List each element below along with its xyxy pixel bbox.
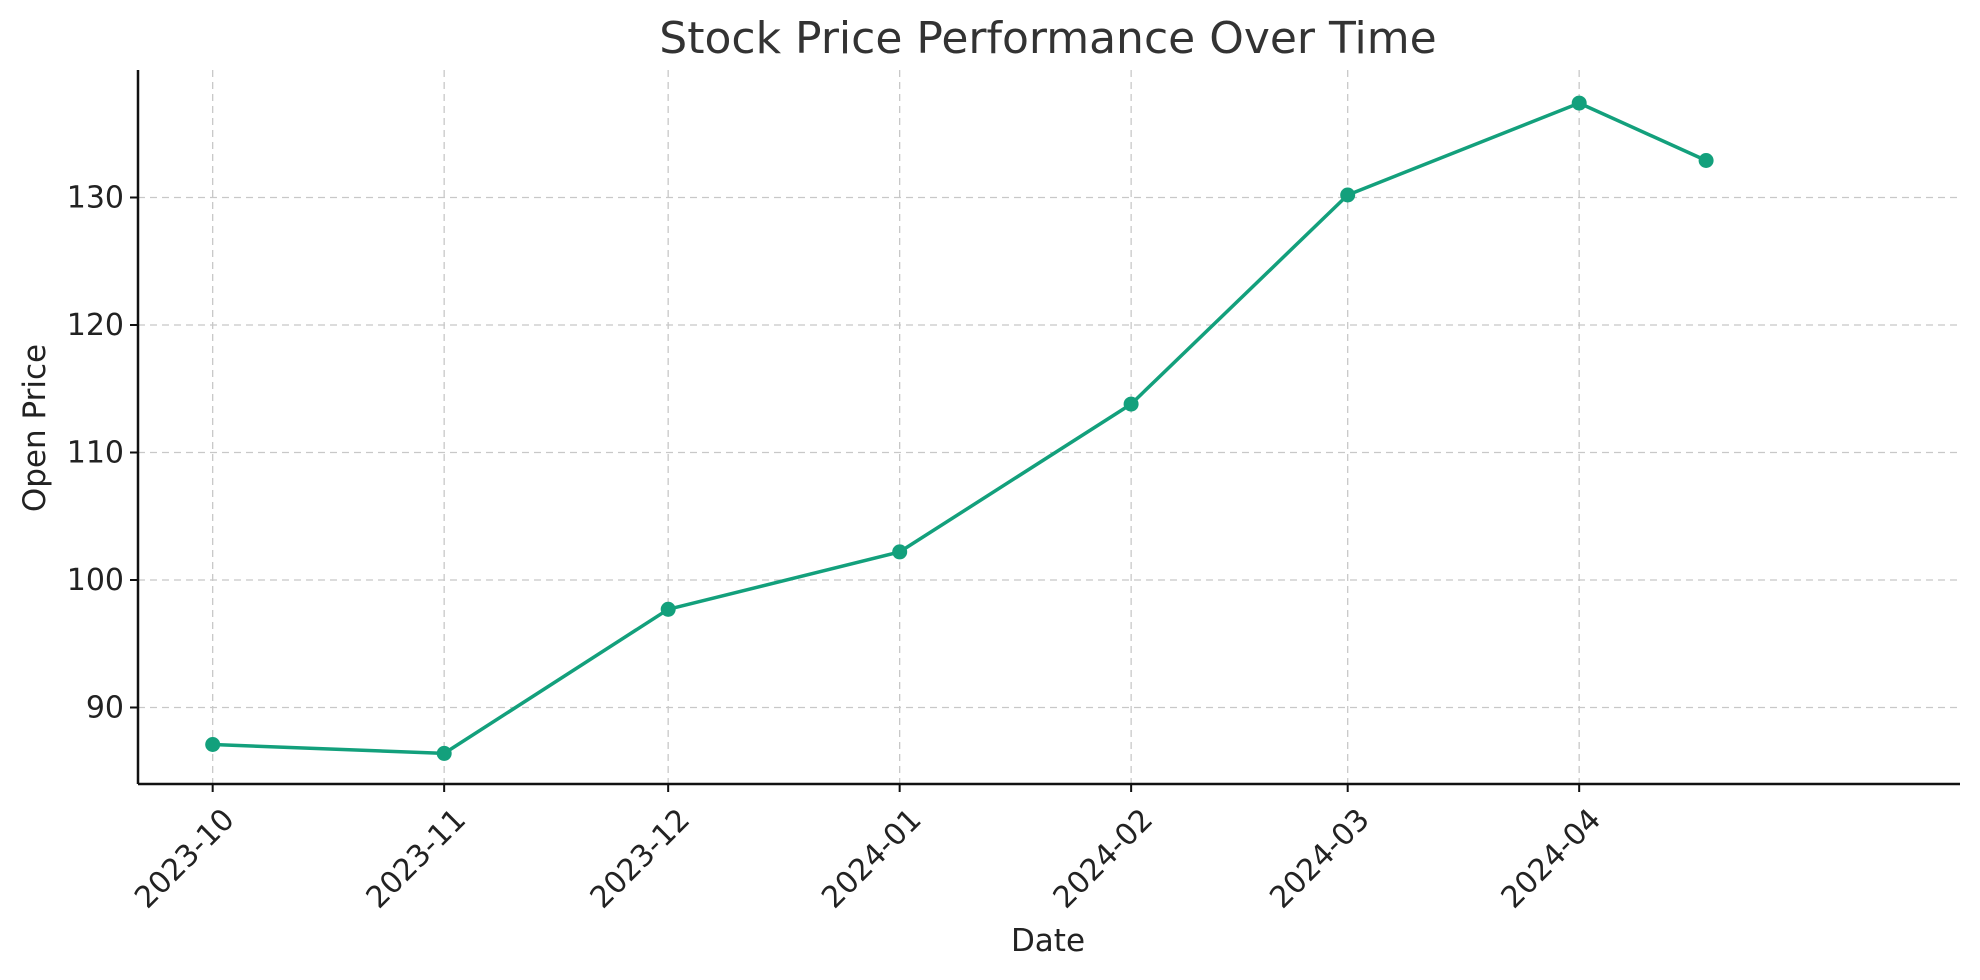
y-tick-label: 120 [67, 308, 124, 343]
x-tick-label: 2023-10 [128, 802, 241, 915]
data-point [1123, 396, 1139, 412]
data-point [660, 601, 676, 617]
data-point [1340, 187, 1356, 203]
x-tick-label: 2024-04 [1495, 802, 1608, 915]
tick-labels: 90 100 110 120 130 2023-10 2023-11 2023-12 2024-… [67, 181, 1608, 916]
y-tick-label: 130 [67, 181, 124, 216]
y-tick-label: 110 [67, 436, 124, 471]
y-axis-label: Open Price [17, 344, 53, 512]
x-tick-label: 2023-11 [360, 802, 473, 915]
data-point [436, 745, 452, 761]
chart-title: Stock Price Performance Over Time [659, 13, 1436, 64]
data-point [1571, 95, 1587, 111]
series-layer [205, 95, 1714, 761]
series-line [210, 101, 1708, 756]
x-tick-label: 2024-03 [1263, 802, 1376, 915]
y-tick-label: 100 [67, 563, 124, 598]
data-point [892, 544, 908, 560]
data-point [205, 737, 221, 752]
y-tick-label: 90 [86, 691, 124, 726]
x-tick-label: 2024-02 [1047, 802, 1160, 915]
x-tick-label: 2024-01 [815, 802, 928, 915]
x-axis-label: Date [1011, 923, 1085, 959]
x-tick-label: 2023-12 [584, 802, 697, 915]
data-point [1698, 153, 1714, 168]
grid [138, 70, 1960, 784]
axes [130, 70, 1960, 792]
